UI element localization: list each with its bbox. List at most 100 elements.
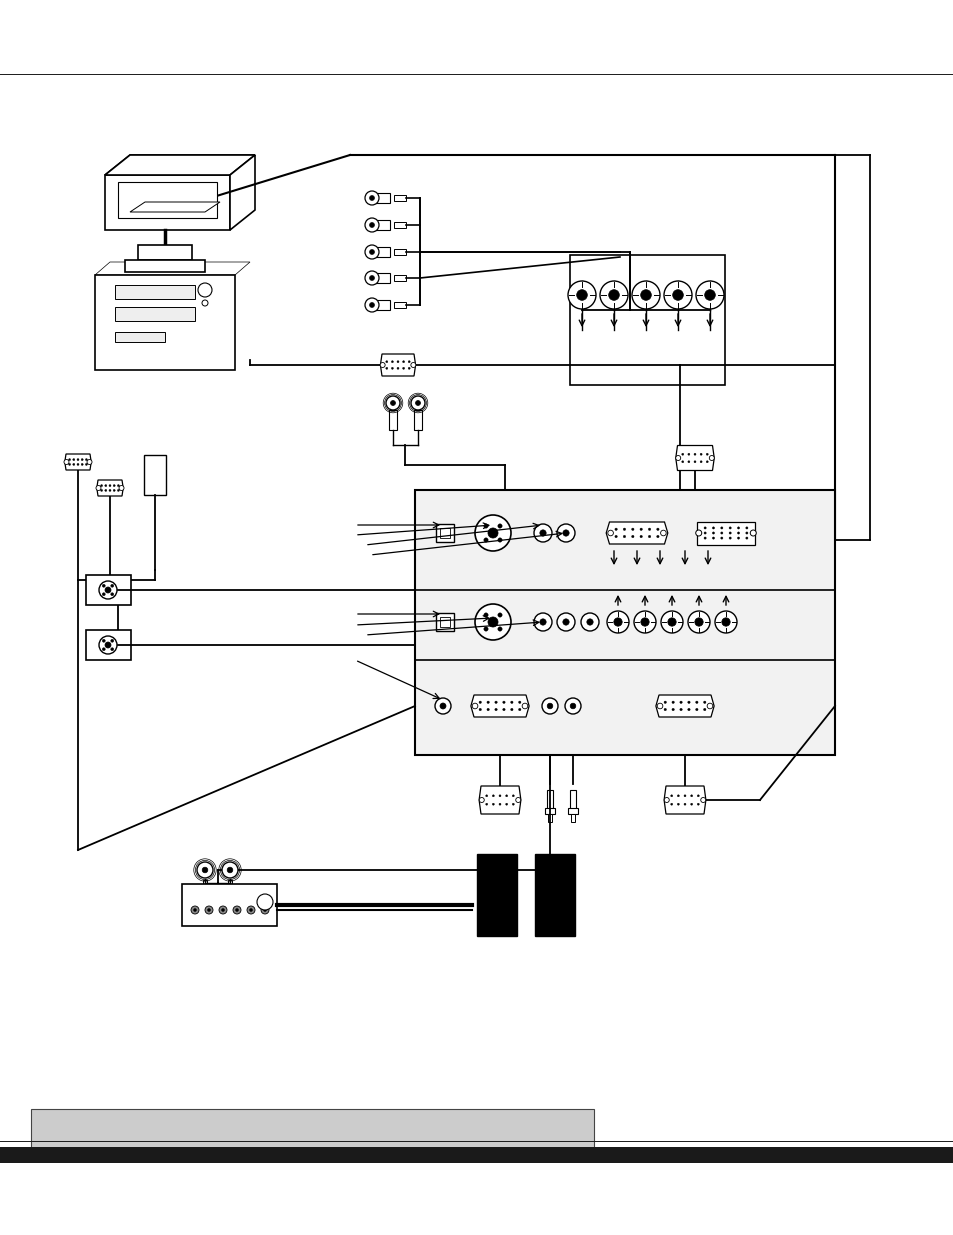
Circle shape [705, 461, 707, 463]
Circle shape [227, 867, 233, 873]
Circle shape [87, 459, 91, 464]
Bar [436, 613, 454, 631]
Circle shape [396, 361, 398, 363]
Bar [115, 332, 165, 342]
Circle shape [478, 798, 484, 803]
Circle shape [663, 709, 666, 710]
Bar [567, 809, 578, 814]
Circle shape [709, 456, 714, 461]
Circle shape [712, 532, 714, 534]
Circle shape [634, 611, 656, 634]
Circle shape [485, 803, 487, 805]
Circle shape [567, 282, 596, 309]
Circle shape [86, 458, 88, 461]
Circle shape [700, 453, 701, 456]
Circle shape [576, 290, 587, 300]
Bar [416, 412, 419, 419]
Circle shape [111, 593, 113, 595]
Polygon shape [487, 547, 497, 550]
Bar [570, 790, 576, 810]
Bar [31, 1109, 594, 1151]
Bar [391, 412, 395, 419]
Bar [389, 410, 396, 430]
Circle shape [745, 532, 747, 534]
Circle shape [675, 456, 680, 461]
Circle shape [256, 894, 273, 910]
Circle shape [487, 618, 497, 627]
Circle shape [749, 530, 756, 536]
Circle shape [497, 627, 501, 631]
Circle shape [365, 191, 378, 205]
Circle shape [486, 701, 489, 704]
Circle shape [486, 709, 489, 710]
Circle shape [608, 290, 618, 300]
Polygon shape [138, 245, 192, 261]
Circle shape [703, 527, 705, 529]
Circle shape [687, 709, 689, 710]
Circle shape [492, 803, 494, 805]
Circle shape [679, 709, 681, 710]
Polygon shape [471, 695, 529, 718]
Polygon shape [605, 522, 667, 543]
Circle shape [702, 709, 705, 710]
Polygon shape [380, 354, 416, 375]
Bar [548, 814, 551, 821]
Circle shape [498, 803, 500, 805]
Circle shape [369, 195, 375, 200]
Circle shape [109, 489, 111, 492]
Circle shape [219, 906, 227, 914]
Bar [394, 275, 406, 282]
Circle shape [478, 709, 481, 710]
Circle shape [615, 535, 617, 537]
Circle shape [77, 458, 79, 461]
Circle shape [385, 367, 387, 369]
Circle shape [402, 361, 404, 363]
Circle shape [102, 647, 105, 651]
Circle shape [396, 367, 398, 369]
Circle shape [390, 400, 395, 405]
Bar [476, 853, 517, 936]
Circle shape [687, 611, 709, 634]
Circle shape [534, 524, 552, 542]
Polygon shape [65, 454, 91, 471]
Circle shape [369, 275, 375, 280]
Circle shape [498, 795, 500, 797]
Circle shape [365, 298, 378, 312]
Circle shape [712, 537, 714, 540]
Circle shape [369, 222, 375, 227]
Circle shape [391, 361, 393, 363]
Circle shape [102, 640, 105, 642]
Circle shape [96, 485, 101, 490]
Circle shape [663, 282, 691, 309]
Circle shape [696, 282, 723, 309]
Circle shape [606, 611, 628, 634]
Circle shape [615, 529, 617, 531]
Bar [394, 249, 406, 254]
Circle shape [408, 361, 410, 363]
Circle shape [193, 909, 196, 911]
Circle shape [105, 489, 107, 492]
Circle shape [505, 795, 507, 797]
Circle shape [690, 795, 692, 797]
Circle shape [670, 803, 672, 805]
Circle shape [677, 795, 679, 797]
Bar [569, 254, 724, 385]
Circle shape [672, 290, 682, 300]
Polygon shape [675, 446, 714, 471]
Bar [374, 220, 390, 230]
Circle shape [640, 290, 651, 300]
Circle shape [111, 640, 113, 642]
Circle shape [250, 909, 253, 911]
Bar [374, 273, 390, 283]
Circle shape [221, 909, 224, 911]
Circle shape [737, 532, 739, 534]
Circle shape [497, 524, 501, 529]
Circle shape [518, 709, 520, 710]
Bar [547, 790, 552, 810]
Circle shape [613, 618, 621, 626]
Circle shape [64, 459, 69, 464]
Circle shape [391, 367, 393, 369]
Bar [115, 285, 194, 299]
Circle shape [512, 803, 514, 805]
Circle shape [72, 458, 74, 461]
